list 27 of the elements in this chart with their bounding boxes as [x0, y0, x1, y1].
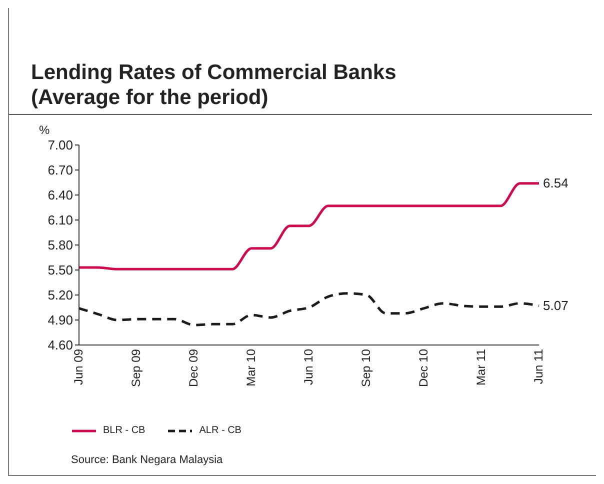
y-tick-label: 6.10 [48, 212, 73, 228]
line-series [78, 292, 540, 326]
data-label: 5.07 [543, 298, 568, 313]
legend-label: BLR - CB [103, 425, 146, 436]
y-tick-label: 6.40 [48, 188, 73, 203]
x-tick-label: Dec 10 [416, 348, 431, 388]
y-tick-label: 5.80 [48, 238, 73, 253]
x-tick-label: Jun 10 [302, 348, 316, 386]
y-axis-title: % [38, 122, 51, 137]
source-note: Source: Bank Negara Malaysia [70, 453, 224, 466]
x-tick-label: Sep 09 [129, 348, 144, 388]
y-tick-label: 6.70 [48, 162, 73, 178]
x-tick-label: Mar 10 [244, 348, 258, 386]
y-tick-label: 5.50 [48, 262, 73, 278]
x-tick-label: Jun 11 [532, 348, 546, 384]
y-tick-label: 5.20 [48, 288, 73, 303]
y-tick-label: 4.60 [48, 338, 73, 353]
x-tick-label: Jun 09 [72, 348, 86, 386]
chart-title: Lending Rates of Commercial Banks (Average for the period) [9, 8, 592, 115]
data-label: 6.54 [543, 175, 568, 190]
line-series [78, 182, 540, 270]
x-tick-label: Dec 09 [186, 348, 201, 388]
y-tick-label: 4.90 [48, 312, 73, 328]
x-tick-label: Mar 11 [474, 348, 488, 386]
x-tick-label: Sep 10 [359, 348, 374, 388]
legend-label: ALR - CB [199, 425, 242, 436]
y-tick-label: 7.00 [48, 138, 73, 153]
